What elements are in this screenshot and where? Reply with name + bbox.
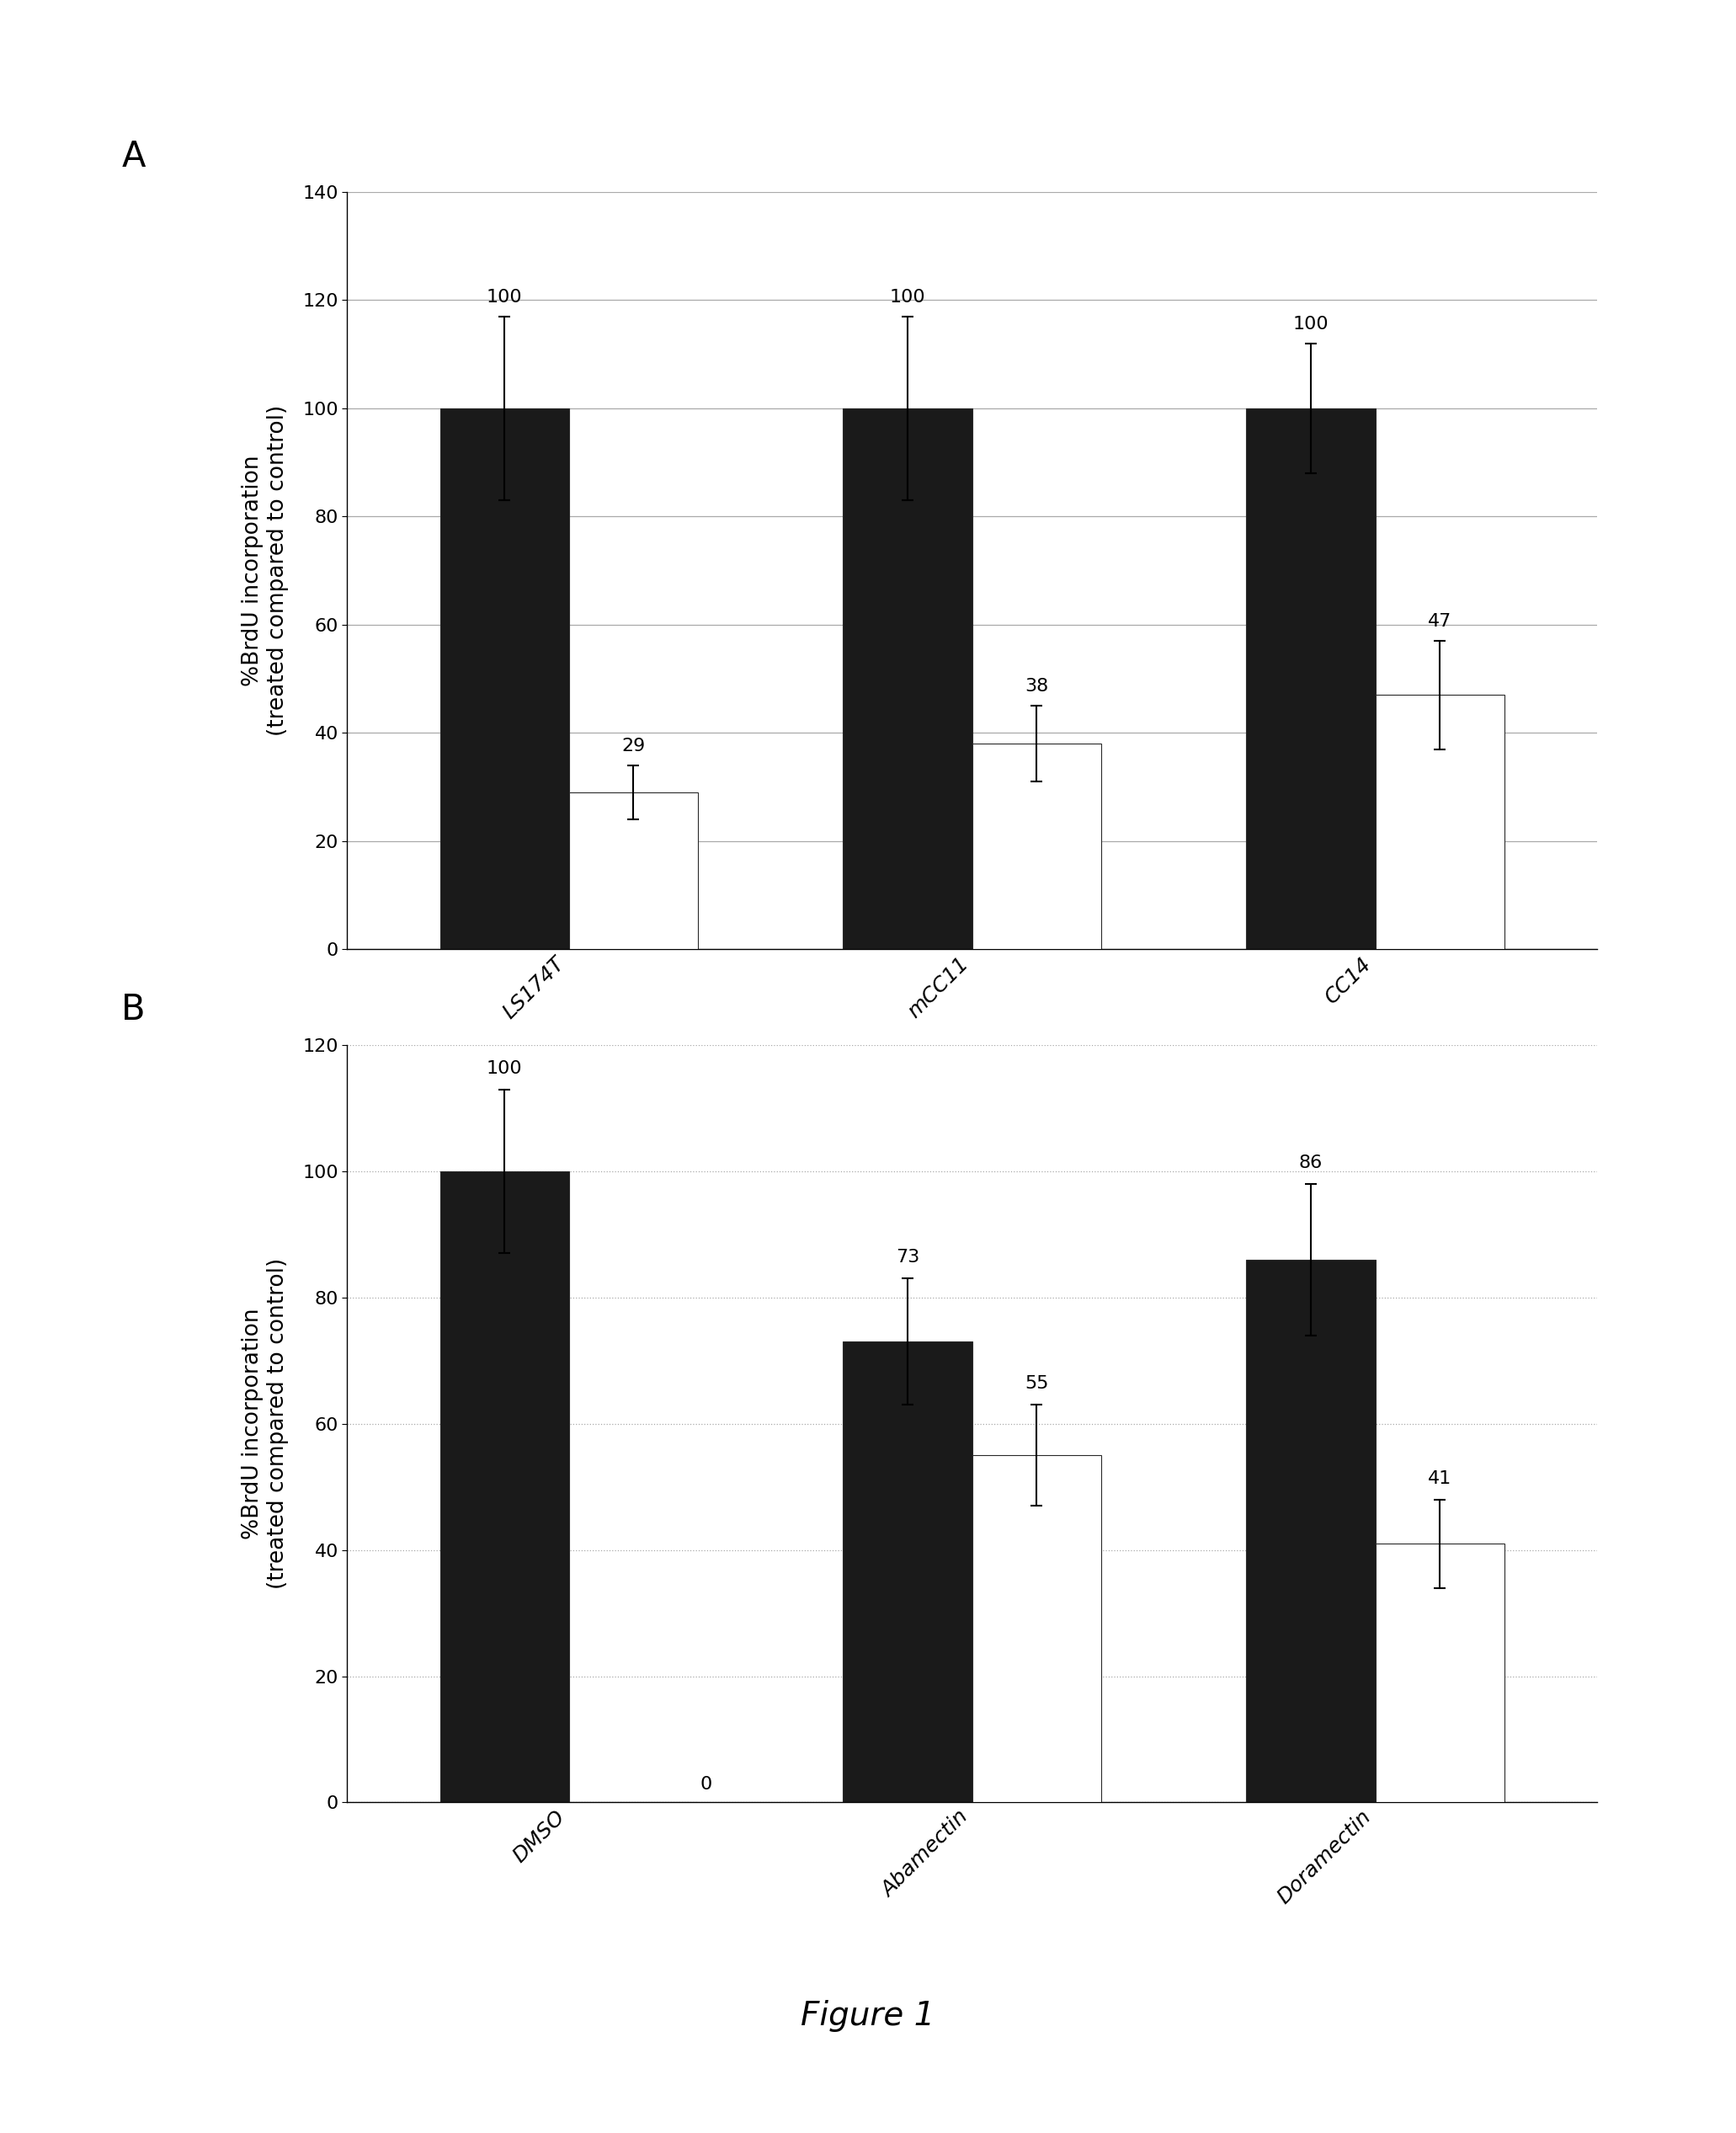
Text: 41: 41 (1429, 1470, 1451, 1487)
Text: 38: 38 (1024, 678, 1049, 695)
Text: 86: 86 (1299, 1154, 1323, 1171)
Bar (1246, 407, 1375, 949)
Text: B: B (122, 992, 146, 1028)
Text: 100: 100 (486, 288, 523, 305)
Text: 100: 100 (486, 1060, 523, 1077)
Bar (844, 407, 972, 949)
Bar (1375, 695, 1505, 949)
Bar (972, 1455, 1101, 1802)
Text: 100: 100 (891, 288, 925, 305)
Text: Figure 1: Figure 1 (800, 1999, 936, 2033)
Text: 0: 0 (700, 1777, 712, 1794)
Bar (1375, 1544, 1505, 1802)
Bar (439, 1171, 569, 1802)
Text: 55: 55 (1024, 1376, 1049, 1393)
Text: A: A (122, 139, 146, 175)
Text: 73: 73 (896, 1250, 920, 1267)
Y-axis label: %BrdU incorporation
(treated compared to control): %BrdU incorporation (treated compared to… (241, 405, 288, 736)
Text: 29: 29 (621, 738, 646, 755)
Y-axis label: %BrdU incorporation
(treated compared to control): %BrdU incorporation (treated compared to… (241, 1258, 288, 1589)
Bar (844, 1342, 972, 1802)
Text: 100: 100 (1293, 316, 1328, 333)
Bar (1246, 1261, 1375, 1802)
Bar (439, 407, 569, 949)
Bar (569, 791, 698, 949)
Text: 47: 47 (1429, 612, 1451, 629)
Bar (972, 744, 1101, 949)
